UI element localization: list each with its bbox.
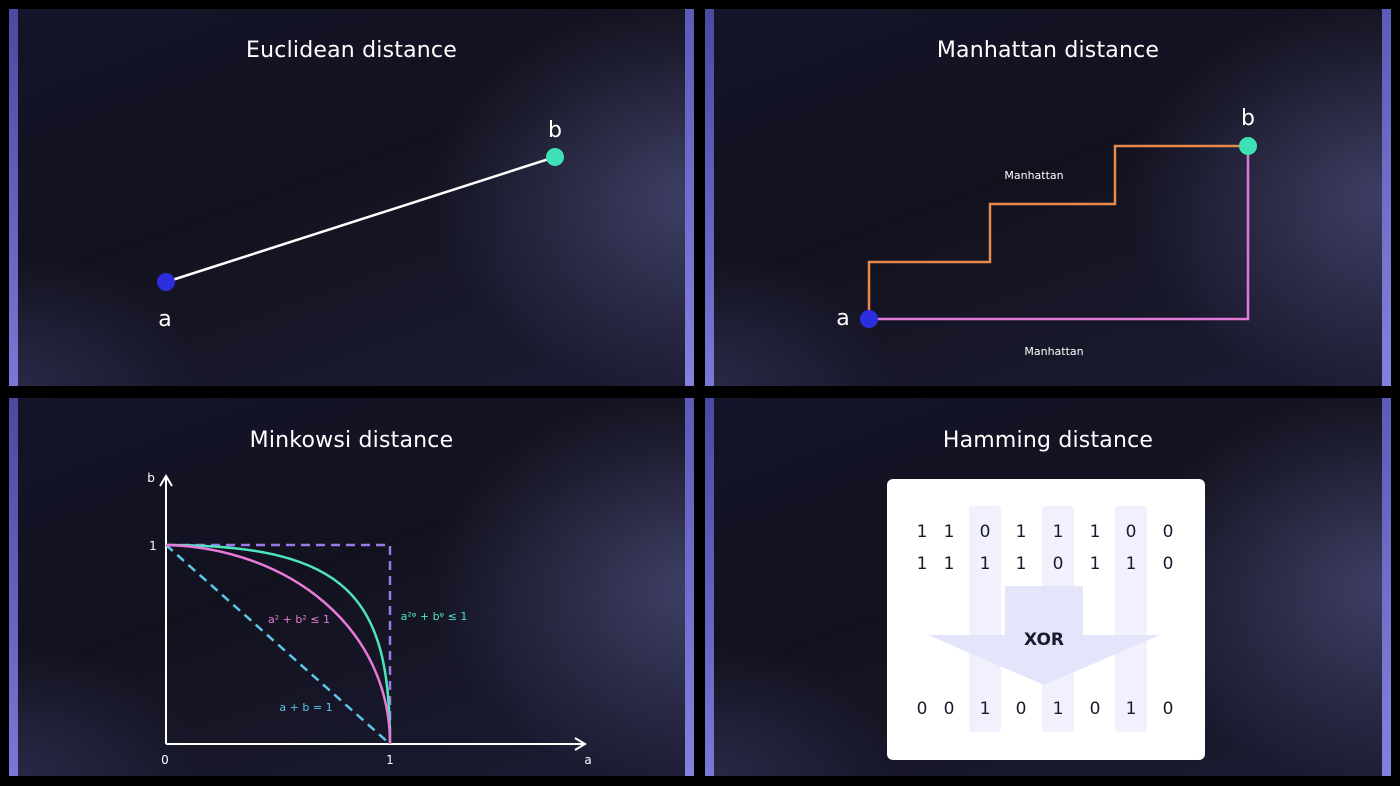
minkowski-title: Minkowsi distance — [249, 428, 454, 453]
manhattan-label-top: Manhattan — [1004, 169, 1063, 182]
hamming-panel: Hamming distance XOR 1 1 0 1 1 1 0 0 — [705, 398, 1391, 776]
row1-bit: 1 — [1016, 522, 1027, 542]
manhattan-pink-path — [869, 146, 1250, 321]
row1-bit: 0 — [1126, 522, 1137, 542]
diff-column-highlight — [969, 506, 1001, 732]
diagonal-dashed — [165, 544, 391, 745]
row2-bit: 1 — [1016, 554, 1027, 574]
point-a-label: a — [158, 307, 171, 332]
euclidean-line — [165, 155, 556, 284]
x-axis-label: a — [584, 753, 591, 767]
result-bit: 1 — [1053, 699, 1064, 719]
xor-arrow — [928, 586, 1160, 685]
row1-bit: 1 — [1090, 522, 1101, 542]
row2-bit: 1 — [980, 554, 991, 574]
row1-bit: 1 — [1053, 522, 1064, 542]
result-bit: 0 — [917, 699, 928, 719]
point-a — [157, 273, 175, 291]
superellipse-equation: a²ᵠ + bᵠ ≤ 1 — [401, 610, 468, 623]
unit-square-dashed — [166, 543, 392, 744]
x-tick-label: 1 — [386, 753, 394, 767]
point-b — [546, 148, 564, 166]
row2-bit: 1 — [944, 554, 955, 574]
euclidean-diagram: a b — [157, 118, 564, 332]
point-b-label: b — [1241, 106, 1255, 131]
manhattan-orange-path — [867, 144, 1248, 319]
row2-bit: 1 — [1126, 554, 1137, 574]
euclidean-panel: Euclidean distance a b — [9, 9, 694, 386]
result-bit: 1 — [980, 699, 991, 719]
result-bit: 0 — [1016, 699, 1027, 719]
row2-bit: 0 — [1053, 554, 1064, 574]
row1-bit: 1 — [944, 522, 955, 542]
point-a-label: a — [836, 306, 849, 331]
manhattan-panel: Manhattan distance a b Manhattan Manhatt… — [705, 9, 1391, 386]
y-axis-label: b — [147, 471, 155, 485]
line-equation: a + b = 1 — [279, 701, 332, 714]
hamming-title: Hamming distance — [942, 428, 1154, 453]
superellipse-curve — [165, 543, 392, 745]
result-bit: 0 — [944, 699, 955, 719]
circle-curve — [165, 543, 392, 745]
diff-column-highlight — [1115, 506, 1147, 732]
minkowski-diagram: b a 0 1 1 a² + b² ≤ 1 a²ᵠ + bᵠ ≤ 1 a + b… — [147, 471, 591, 767]
manhattan-title: Manhattan distance — [936, 38, 1160, 63]
row2-bit: 1 — [1090, 554, 1101, 574]
result-bit: 0 — [1090, 699, 1101, 719]
hamming-diagram: XOR 1 1 0 1 1 1 0 0 1 1 1 1 0 1 1 0 — [917, 506, 1174, 732]
point-a — [860, 310, 878, 328]
xor-label: XOR — [1024, 630, 1064, 650]
row1-bit: 1 — [917, 522, 928, 542]
origin-label: 0 — [161, 753, 169, 767]
row2-bit: 1 — [917, 554, 928, 574]
minkowski-panel: Minkowsi distance b a 0 1 1 a² + b² ≤ 1 … — [9, 398, 694, 776]
x-axis-arrow — [574, 737, 587, 751]
result-bit: 1 — [1126, 699, 1137, 719]
y-axis-arrow — [159, 474, 173, 487]
point-b-label: b — [548, 118, 562, 143]
euclidean-title: Euclidean distance — [246, 38, 457, 63]
circle-equation: a² + b² ≤ 1 — [268, 613, 330, 626]
result-bit: 0 — [1163, 699, 1174, 719]
y-tick-label: 1 — [149, 539, 157, 553]
row2-bit: 0 — [1163, 554, 1174, 574]
manhattan-diagram: a b Manhattan Manhattan — [836, 106, 1257, 358]
hamming-card: XOR 1 1 0 1 1 1 0 0 1 1 1 1 0 1 1 0 — [887, 479, 1205, 760]
row1-bit: 0 — [980, 522, 991, 542]
point-b — [1239, 137, 1257, 155]
manhattan-label-bottom: Manhattan — [1024, 345, 1083, 358]
row1-bit: 0 — [1163, 522, 1174, 542]
